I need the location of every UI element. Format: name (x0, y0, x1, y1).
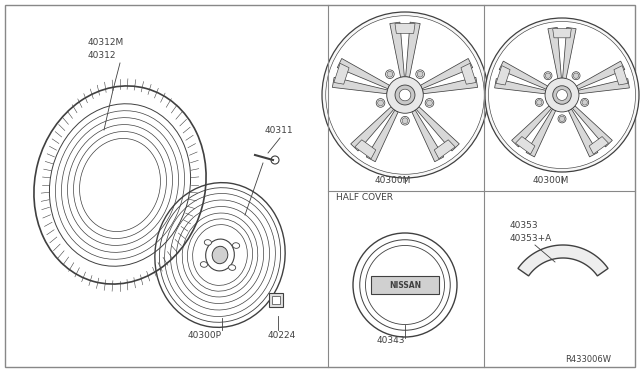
Circle shape (582, 100, 588, 105)
Polygon shape (563, 28, 576, 78)
Polygon shape (434, 140, 455, 159)
Circle shape (326, 16, 484, 174)
Bar (272, 296, 280, 304)
FancyBboxPatch shape (371, 276, 439, 294)
Circle shape (387, 77, 423, 113)
Polygon shape (412, 110, 444, 162)
Polygon shape (334, 63, 349, 84)
Text: 40224: 40224 (268, 331, 296, 340)
Text: 40300M: 40300M (375, 176, 412, 185)
Text: 40353+A: 40353+A (510, 234, 552, 243)
Polygon shape (518, 245, 608, 276)
Polygon shape (553, 29, 572, 38)
Text: R433006W: R433006W (565, 355, 611, 364)
Polygon shape (614, 65, 628, 85)
Ellipse shape (228, 265, 236, 270)
Circle shape (395, 85, 415, 105)
Circle shape (573, 73, 579, 78)
Circle shape (417, 71, 423, 77)
Circle shape (399, 89, 411, 101)
Polygon shape (351, 107, 394, 151)
Circle shape (545, 78, 579, 112)
Text: 40353: 40353 (510, 221, 539, 230)
Circle shape (553, 86, 572, 104)
Circle shape (559, 116, 564, 122)
Polygon shape (406, 22, 420, 77)
Polygon shape (526, 109, 556, 157)
Circle shape (485, 18, 639, 172)
Polygon shape (589, 137, 609, 154)
Polygon shape (511, 106, 552, 147)
Polygon shape (395, 23, 415, 33)
Polygon shape (332, 77, 387, 94)
Circle shape (376, 99, 385, 107)
Circle shape (545, 73, 550, 78)
Circle shape (387, 71, 393, 77)
Circle shape (535, 98, 543, 106)
Circle shape (572, 72, 580, 80)
Polygon shape (515, 137, 535, 154)
Polygon shape (422, 77, 477, 94)
Polygon shape (499, 61, 548, 89)
Text: 40300M: 40300M (533, 176, 570, 185)
Text: 40300P: 40300P (188, 331, 222, 340)
Circle shape (322, 12, 488, 178)
Ellipse shape (232, 243, 239, 248)
Circle shape (488, 22, 636, 169)
Circle shape (416, 70, 424, 78)
Circle shape (427, 100, 433, 106)
Text: 40312: 40312 (88, 51, 116, 60)
Ellipse shape (212, 246, 228, 264)
Text: HALF COVER: HALF COVER (336, 193, 393, 202)
Circle shape (385, 70, 394, 78)
Text: 40343: 40343 (377, 336, 406, 345)
Circle shape (580, 98, 589, 106)
Ellipse shape (204, 240, 211, 245)
Text: 40312M: 40312M (88, 38, 124, 47)
Polygon shape (355, 140, 376, 159)
Circle shape (378, 100, 383, 106)
Circle shape (425, 99, 434, 107)
Bar (269, 293, 283, 307)
Text: NISSAN: NISSAN (389, 280, 421, 289)
Ellipse shape (200, 262, 207, 267)
Circle shape (544, 72, 552, 80)
Polygon shape (548, 28, 561, 78)
Polygon shape (496, 65, 510, 85)
Circle shape (401, 116, 410, 125)
Polygon shape (495, 78, 546, 94)
Polygon shape (390, 22, 404, 77)
Text: 40311: 40311 (265, 126, 294, 135)
Polygon shape (568, 109, 598, 157)
Polygon shape (572, 106, 612, 147)
Polygon shape (577, 61, 625, 89)
Polygon shape (337, 58, 390, 89)
Polygon shape (579, 78, 629, 94)
Circle shape (558, 115, 566, 123)
Polygon shape (366, 110, 398, 162)
Circle shape (402, 118, 408, 124)
Polygon shape (416, 107, 460, 151)
Polygon shape (420, 58, 473, 89)
Polygon shape (461, 63, 476, 84)
Circle shape (557, 90, 568, 100)
Circle shape (536, 100, 542, 105)
